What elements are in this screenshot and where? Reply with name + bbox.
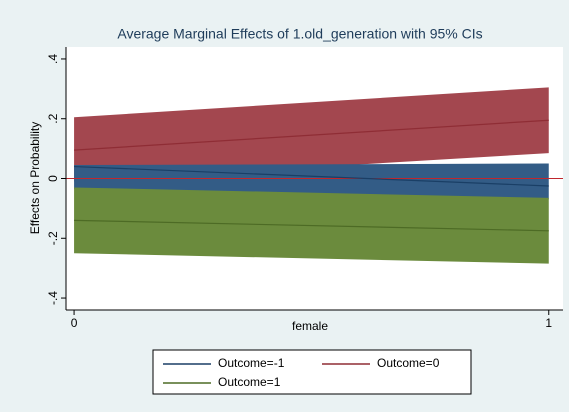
x-tick-label: 0 [71,316,78,330]
estimate-line [74,165,549,187]
legend-label: Outcome=-1 [218,356,285,370]
y-tick-label: -.4 [46,291,60,305]
y-tick-label: 0 [46,175,60,182]
legend-label: Outcome=0 [377,356,440,370]
estimate-line [74,219,549,232]
y-tick-label: .2 [46,113,60,123]
y-axis-title: Effects on Probability [28,122,42,235]
ci-band [74,87,549,182]
estimate-line [74,119,549,151]
legend-box [152,349,472,395]
x-axis-title: female [292,319,328,333]
legend-label: Outcome=1 [218,375,281,389]
y-tick-label: -.2 [46,231,60,245]
y-tick-label: .4 [46,54,60,64]
chart-title: Average Marginal Effects of 1.old_genera… [117,26,482,42]
x-tick-label: 1 [545,316,552,330]
